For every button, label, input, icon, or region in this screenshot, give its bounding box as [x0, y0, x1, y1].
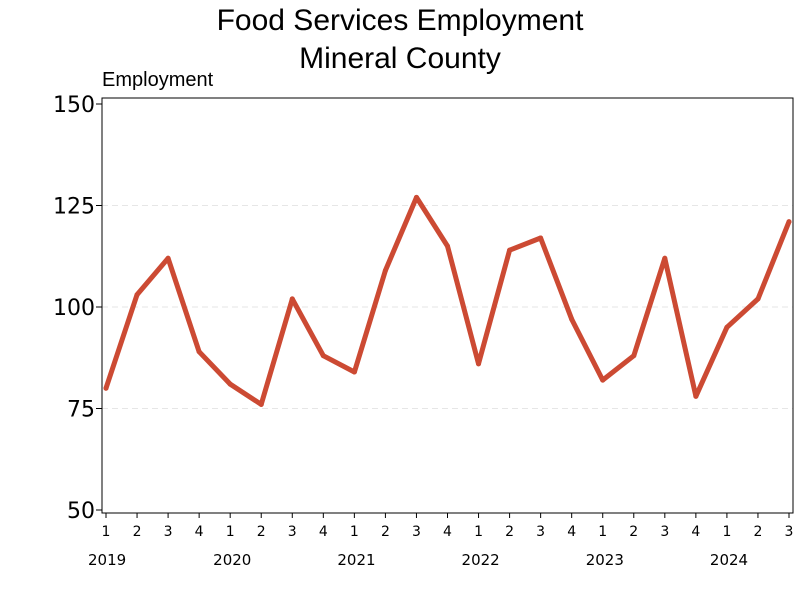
data-point-17 [631, 353, 637, 359]
x-axis-ticks: 1 2 3 4 1 2 3 4 1 2 3 4 1 2 3 4 1 2 3 4 1 2 3 [102, 513, 794, 540]
x-tick-label-19: 4 [691, 524, 700, 540]
data-point-14 [538, 235, 544, 241]
data-point-9 [382, 267, 388, 273]
x-tick-label-2: 3 [164, 524, 173, 540]
data-point-22 [786, 219, 792, 225]
series-line-employment [103, 194, 792, 407]
year-label-2022: 2022 [462, 551, 500, 569]
data-point-2 [165, 255, 171, 261]
y-tick-label-125: 125 [53, 195, 95, 220]
x-tick-label-18: 3 [660, 524, 669, 540]
x-tick-label-22: 3 [785, 524, 794, 540]
x-tick-label-10: 3 [412, 524, 421, 540]
x-tick-label-13: 2 [505, 524, 514, 540]
data-point-16 [600, 377, 606, 383]
axes [101, 97, 794, 514]
y-axis-label: Employment [102, 69, 214, 91]
x-tick-label-7: 4 [319, 524, 328, 540]
x-tick-label-14: 3 [536, 524, 545, 540]
x-tick-label-8: 1 [350, 524, 359, 540]
x-tick-label-0: 1 [102, 524, 111, 540]
year-label-2021: 2021 [337, 551, 375, 569]
data-point-18 [662, 255, 668, 261]
x-tick-label-20: 1 [722, 524, 731, 540]
data-point-20 [724, 324, 730, 330]
chart-subtitle: Mineral County [299, 42, 501, 75]
data-point-3 [196, 349, 202, 355]
x-tick-label-15: 4 [567, 524, 576, 540]
x-tick-label-1: 2 [133, 524, 142, 540]
x-tick-label-21: 2 [753, 524, 762, 540]
x-tick-label-12: 1 [474, 524, 483, 540]
data-point-0 [103, 385, 109, 391]
data-point-19 [693, 393, 699, 399]
data-point-4 [227, 381, 233, 387]
data-point-8 [351, 369, 357, 375]
data-point-7 [320, 353, 326, 359]
x-tick-label-16: 1 [598, 524, 607, 540]
data-point-10 [413, 194, 419, 200]
year-labels: 2019 2020 2021 2022 2023 2024 [88, 551, 748, 569]
y-tick-label-50: 50 [67, 499, 95, 524]
x-tick-label-6: 3 [288, 524, 297, 540]
x-tick-label-17: 2 [629, 524, 638, 540]
data-point-12 [476, 361, 482, 367]
data-point-1 [134, 292, 140, 298]
x-tick-label-11: 4 [443, 524, 452, 540]
data-point-6 [289, 296, 295, 302]
y-tick-label-100: 100 [53, 296, 95, 321]
year-label-2023: 2023 [586, 551, 624, 569]
x-tick-label-4: 1 [226, 524, 235, 540]
data-point-5 [258, 401, 264, 407]
data-point-21 [755, 296, 761, 302]
data-point-15 [569, 316, 575, 322]
data-point-11 [445, 243, 450, 249]
chart-title: Food Services Employment [217, 4, 584, 37]
x-tick-label-3: 4 [195, 524, 204, 540]
series-layer [103, 194, 792, 407]
y-axis-ticks: 50 75 100 125 150 [53, 93, 102, 524]
y-tick-label-75: 75 [67, 398, 95, 423]
y-tick-label-150: 150 [53, 93, 95, 118]
year-label-2019: 2019 [88, 551, 126, 569]
x-tick-label-9: 2 [381, 524, 390, 540]
year-label-2024: 2024 [710, 551, 748, 569]
plot-frame [101, 97, 794, 514]
year-label-2020: 2020 [213, 551, 251, 569]
x-tick-label-5: 2 [257, 524, 266, 540]
data-point-13 [507, 247, 513, 253]
